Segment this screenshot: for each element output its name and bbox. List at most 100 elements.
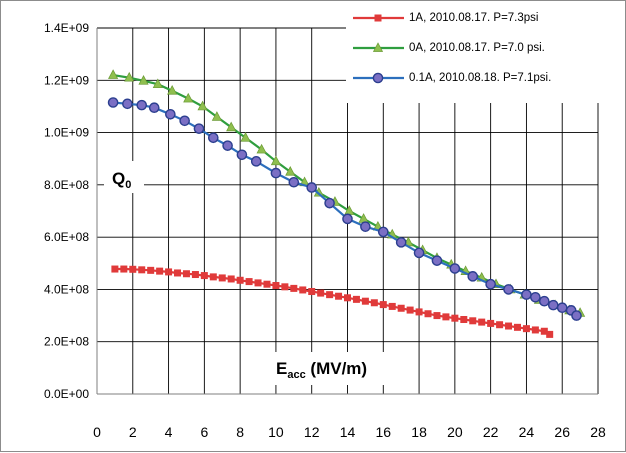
y-tick-label: 1.2E+09 (44, 73, 89, 87)
series-01a-point (503, 284, 514, 295)
series-01a-point (521, 289, 532, 300)
y-axis-ticks: 0.0E+00 2.0E+08 4.0E+08 6.0E+08 8.0E+08 1.0E+… (44, 21, 89, 401)
series-1a-point (469, 317, 477, 325)
x-tick-label: 2 (129, 424, 137, 440)
y-tick-label: 6.0E+08 (44, 230, 89, 244)
series-1a-point (182, 270, 190, 278)
series-1a-point (388, 302, 396, 310)
x-axis-ticks: 0 2 4 6 8 10 12 14 16 18 20 22 24 26 28 (93, 424, 606, 440)
x-tick-label: 26 (554, 424, 570, 440)
series-1a-point (326, 291, 334, 299)
y-tick-label: 0.0E+00 (44, 387, 89, 401)
series-1a-point (281, 283, 289, 291)
series-1a-point (290, 284, 298, 292)
series-1a-point (165, 268, 173, 276)
data-series (107, 69, 586, 338)
series-1a-point (129, 265, 137, 273)
series-1a-point (174, 269, 182, 277)
series-01a-point (270, 167, 282, 179)
x-tick-label: 6 (200, 424, 208, 440)
series-0a-point (226, 121, 237, 132)
series-01a-point (449, 263, 461, 274)
x-tick-label: 20 (447, 424, 463, 440)
legend-label-01a: 0.1A, 2010.08.18. P=7.1psi. (409, 72, 551, 84)
series-1a-point (156, 267, 164, 275)
series-1a-point (317, 289, 325, 297)
x-tick-label: 28 (590, 424, 606, 440)
series-1a-point (299, 286, 307, 294)
series-01a-point (122, 98, 133, 110)
series-1a-point (308, 288, 316, 296)
series-0a-point (285, 166, 296, 176)
series-1a-point (424, 310, 432, 318)
series-1a (111, 265, 554, 338)
series-01a-point (571, 310, 582, 321)
x-tick-label: 12 (304, 424, 320, 440)
y-tick-label: 2.0E+08 (44, 335, 89, 349)
series-1a-point (263, 280, 271, 288)
series-1a-point (513, 323, 521, 331)
series-0a-point (167, 84, 178, 95)
series-1a-point (415, 308, 423, 316)
series-1a-point (111, 265, 119, 273)
series-01a-point (208, 132, 219, 144)
axes (96, 28, 598, 395)
x-axis-title-sub: acc (287, 369, 305, 381)
series-01a-point (467, 271, 479, 282)
series-1a-point (272, 282, 280, 290)
series-1a-point (406, 306, 414, 314)
series-1a-point (245, 278, 253, 286)
series-1a-point (227, 275, 235, 283)
series-1a-point (191, 271, 199, 279)
series-0a-point (270, 155, 282, 166)
y-tick-label: 1.4E+09 (44, 21, 89, 35)
series-01a-point (377, 226, 389, 238)
series-1a-point (397, 304, 405, 312)
x-axis-title: Eacc (MV/m) (269, 352, 384, 385)
legend-markers (353, 14, 404, 84)
x-tick-label: 4 (165, 424, 173, 440)
x-tick-label: 0 (93, 424, 101, 440)
series-1a-point (209, 273, 217, 281)
series-1a-point (254, 279, 262, 287)
series-1a-point (487, 319, 495, 327)
series-01a-point (136, 99, 148, 111)
series-1a-point (433, 312, 441, 320)
series-0a-point (152, 78, 163, 89)
x-tick-label: 24 (519, 424, 535, 440)
series-1a-point (352, 295, 360, 303)
series-1a-point (120, 265, 128, 273)
series-1a-point (442, 313, 450, 321)
series-1a-point (540, 327, 548, 335)
y-axis-title-box (104, 161, 144, 193)
series-01a-point (306, 182, 318, 193)
series-1a-point (335, 292, 343, 300)
series-01a-point (222, 140, 233, 151)
series-1a-point (522, 325, 530, 333)
x-tick-label: 14 (340, 424, 356, 440)
y-tick-label: 4.0E+08 (44, 282, 89, 296)
series-01a (107, 97, 582, 321)
series-01a-point (179, 115, 190, 127)
series-01a-point (539, 295, 550, 307)
y-tick-label: 8.0E+08 (44, 178, 89, 192)
x-tick-label: 16 (375, 424, 391, 440)
legend: 1A, 2010.08.17. P=7.3psi 0A, 2010.08.17.… (346, 3, 621, 103)
series-1a-point (370, 299, 378, 307)
series-1a-point (200, 272, 208, 280)
series-1a-point (505, 322, 513, 330)
series-01a-point (165, 108, 176, 120)
legend-marker-series-01a (372, 72, 384, 84)
x-tick-label: 22 (483, 424, 499, 440)
series-01a-point (547, 299, 559, 311)
series-01a-point (431, 255, 443, 266)
series-01a-point (395, 237, 407, 248)
y-tick-label: 1.0E+09 (44, 126, 89, 140)
series-01a-point (413, 247, 425, 259)
series-01a-point (360, 221, 371, 232)
x-tick-label: 8 (236, 424, 244, 440)
series-1a-point (138, 266, 146, 274)
series-01a-point (530, 291, 541, 303)
series-01a-point (324, 197, 335, 209)
